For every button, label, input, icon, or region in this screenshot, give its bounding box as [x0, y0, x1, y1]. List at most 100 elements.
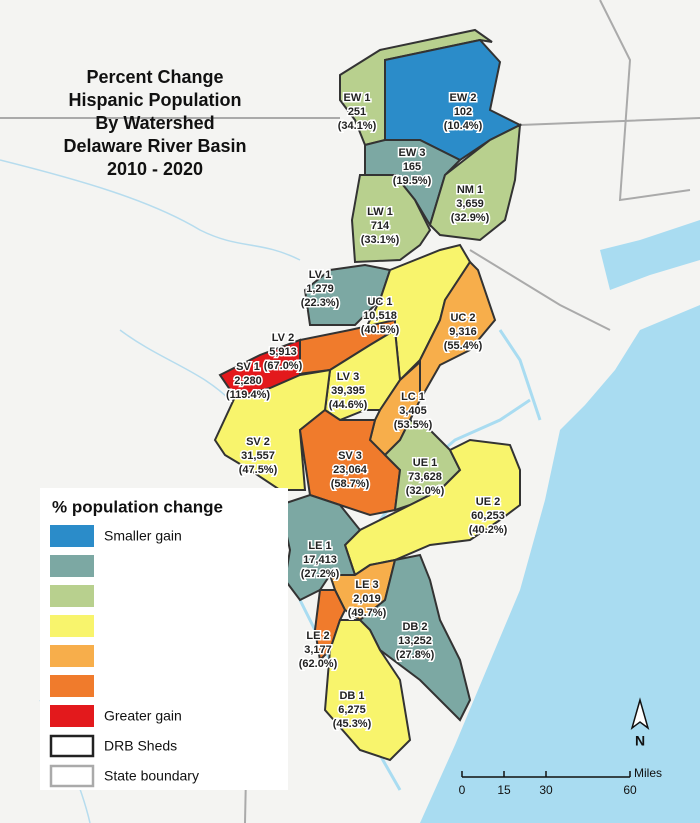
watershed-percent: (53.5%) [394, 419, 433, 431]
legend-swatch [50, 555, 94, 577]
title-line: 2010 - 2020 [107, 159, 203, 179]
watershed-percent: (32.0%) [406, 485, 445, 497]
ocean [420, 305, 700, 823]
watershed-name: SV 2 [246, 436, 270, 448]
watershed-count: 39,395 [331, 385, 365, 397]
watershed [350, 174, 432, 264]
legend-title: % population change [52, 497, 223, 516]
watershed-name: LE 2 [306, 630, 329, 642]
watershed-percent: (40.5%) [361, 324, 400, 336]
watershed-name: UC 2 [450, 312, 475, 324]
legend: Smaller gain Greater gain DRB Sheds State b… [49, 525, 199, 788]
legend-swatch [50, 675, 94, 697]
watershed-name: LV 1 [309, 269, 331, 281]
watershed-percent: (19.5%) [393, 175, 432, 187]
watershed-count: 3,659 [456, 198, 484, 210]
watershed-name: LV 2 [272, 332, 294, 344]
watershed-name: DB 1 [339, 690, 364, 702]
watershed-percent: (27.8%) [396, 649, 435, 661]
watershed [428, 123, 522, 242]
watershed-percent: (10.4%) [444, 120, 483, 132]
watershed-name: LW 1 [367, 206, 393, 218]
watershed-count: 9,316 [449, 326, 477, 338]
watershed-count: 10,518 [363, 310, 397, 322]
watershed-name: UE 1 [413, 457, 437, 469]
watershed-name: EW 1 [344, 92, 371, 104]
north-arrow-shape [630, 697, 650, 730]
watershed-name: LV 3 [337, 371, 359, 383]
legend-outline [49, 764, 95, 788]
legend-swatch [50, 645, 94, 667]
watershed-count: 251 [348, 106, 366, 118]
scale-tick-label: 15 [497, 783, 511, 797]
watershed-labels: EW 1 251 (34.1%) EW 2 102 (10.4%) EW 3 165 (19.5… [224, 90, 509, 731]
watershed-count: 3,177 [304, 644, 332, 656]
watershed-name: LE 3 [355, 579, 378, 591]
watershed-percent: (33.1%) [361, 234, 400, 246]
legend-label: Smaller gain [104, 528, 182, 544]
legend-label: State boundary [104, 768, 199, 784]
title-line: By Watershed [95, 113, 214, 133]
scale-tick-label: 60 [623, 783, 637, 797]
legend-swatch [50, 705, 94, 727]
watershed-count: 73,628 [408, 471, 442, 483]
watershed-count: 60,253 [471, 510, 505, 522]
map-title: Percent Change Hispanic Population By Wate… [63, 67, 246, 179]
north-arrow: N [630, 697, 650, 749]
scale-tick-label: 30 [539, 783, 553, 797]
watershed-percent: (27.2%) [301, 568, 340, 580]
watershed-count: 6,275 [338, 704, 366, 716]
watershed-name: EW 3 [399, 147, 426, 159]
legend-outline [49, 734, 95, 758]
watershed-percent: (47.5%) [239, 464, 278, 476]
watershed-percent: (32.9%) [451, 212, 490, 224]
watershed-name: UE 2 [476, 496, 500, 508]
title-line: Delaware River Basin [63, 136, 246, 156]
watershed-percent: (119.4%) [226, 389, 270, 401]
watershed-count: 23,064 [333, 464, 368, 476]
watershed [323, 619, 412, 762]
watershed-count: 2,019 [353, 593, 381, 605]
watershed-name: LE 1 [308, 540, 331, 552]
watershed-percent: (62.0%) [299, 658, 338, 670]
legend-swatch [50, 615, 94, 637]
watershed-name: NM 1 [457, 184, 483, 196]
watershed-percent: (67.0%) [264, 360, 303, 372]
title-line: Hispanic Population [68, 90, 241, 110]
watershed-percent: (55.4%) [444, 340, 483, 352]
watershed-count: 2,280 [234, 375, 262, 387]
watershed [398, 260, 497, 402]
watershed-count: 17,413 [303, 554, 337, 566]
scale-unit: Miles [634, 766, 662, 780]
scale-tick-label: 0 [459, 783, 466, 797]
watershed-count: 102 [454, 106, 472, 118]
watershed-count: 714 [371, 220, 390, 232]
watershed-percent: (22.3%) [301, 297, 340, 309]
watershed-count: 13,252 [398, 635, 432, 647]
watershed-count: 31,557 [241, 450, 275, 462]
watershed-percent: (44.6%) [329, 399, 368, 411]
watersheds [213, 28, 523, 762]
watershed [213, 368, 332, 491]
legend-swatch [50, 585, 94, 607]
watershed-name: SV 1 [236, 361, 260, 373]
watershed-name: SV 3 [338, 450, 362, 462]
watershed-percent: (49.7%) [348, 607, 387, 619]
watershed-percent: (34.1%) [338, 120, 377, 132]
title-line: Percent Change [86, 67, 223, 87]
scale-bar: 0 15 30 60 Miles [459, 766, 662, 797]
legend-label: Greater gain [104, 708, 182, 724]
watershed-count: 165 [403, 161, 421, 173]
watershed-count: 5,913 [269, 346, 297, 358]
watershed-percent: (45.3%) [333, 718, 372, 730]
watershed-name: LC 1 [401, 391, 425, 403]
watershed-name: UC 1 [367, 296, 392, 308]
watershed-count: 3,405 [399, 405, 427, 417]
bay [600, 220, 700, 290]
watershed-percent: (40.2%) [469, 524, 508, 536]
watershed-percent: (58.7%) [331, 478, 370, 490]
legend-swatch [50, 525, 94, 547]
legend-label: DRB Sheds [104, 738, 177, 754]
